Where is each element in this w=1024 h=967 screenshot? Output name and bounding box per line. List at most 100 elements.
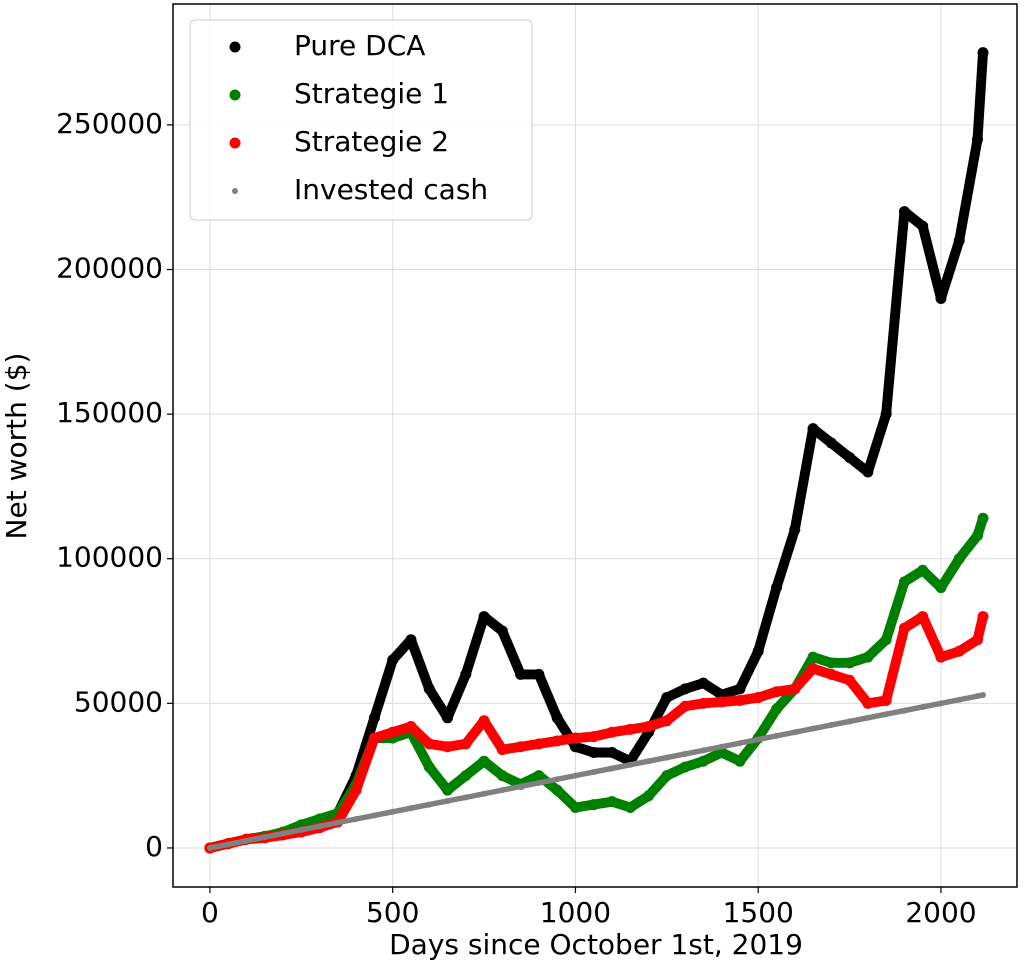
point [810,725,817,732]
point [974,693,981,700]
point [442,741,454,753]
y-tick-label: 0 [145,830,163,863]
point [935,292,947,304]
point [478,611,490,623]
point [387,654,399,666]
point [700,747,707,754]
point [371,812,378,819]
point [697,755,709,767]
point [980,692,987,699]
point [679,761,691,773]
point [627,761,634,768]
point [478,755,490,767]
point [572,772,579,779]
legend-marker [229,41,241,53]
point [368,712,380,724]
plot-area [204,47,989,854]
point [807,651,819,663]
series [204,611,989,854]
point [898,576,910,588]
point [864,714,871,721]
point [935,582,947,594]
point [828,722,835,729]
point [825,437,837,449]
point [862,651,874,663]
point [661,715,673,727]
point [789,683,801,695]
point [937,700,944,707]
point [917,220,929,232]
point [405,720,417,732]
point [844,674,856,686]
point [569,801,581,813]
y-axis-label: Net worth ($) [0,353,33,540]
point [956,696,963,703]
point [972,530,984,542]
point [624,723,636,735]
y-tick-label: 250000 [56,107,163,140]
point [846,718,853,725]
point [736,740,743,747]
point [862,697,874,709]
point [426,801,433,808]
point [353,816,360,823]
series [206,692,987,851]
point [807,663,819,675]
point [423,738,435,750]
point [953,645,965,657]
point [972,133,984,145]
x-tick-label: 2000 [905,896,976,929]
point [496,770,508,782]
point [679,683,691,695]
point [588,747,600,759]
legend-box [189,19,533,221]
point [442,712,454,724]
point [807,423,819,435]
legend-marker [229,137,241,149]
point [588,799,600,811]
point [791,729,798,736]
point [460,770,472,782]
legend-marker [232,188,238,194]
point [608,765,615,772]
point [462,794,469,801]
point [643,790,655,802]
point [977,611,989,623]
y-tick-label: 200000 [56,252,163,285]
legend-label: Strategie 1 [294,77,449,110]
point [261,834,268,841]
point [898,206,910,218]
point [423,761,435,773]
y-tick-label: 150000 [56,396,163,429]
point [569,732,581,744]
grid [173,4,1017,887]
point [977,47,989,59]
point [387,726,399,738]
point [718,743,725,750]
point [243,837,250,844]
point [316,823,323,830]
point [773,732,780,739]
point [444,797,451,804]
point [919,703,926,710]
point [697,677,709,689]
point [334,819,341,826]
y-tick-label: 50000 [74,685,163,718]
point [825,668,837,680]
point [953,553,965,565]
x-tick-label: 500 [366,896,419,929]
point [734,683,746,695]
point [770,582,782,594]
point [880,694,892,706]
point [407,805,414,812]
point [533,738,545,750]
point [405,634,417,646]
point [478,715,490,727]
point [752,645,764,657]
point [917,564,929,576]
point [734,755,746,767]
series-trace [207,692,986,851]
point [496,625,508,637]
point [789,524,801,536]
